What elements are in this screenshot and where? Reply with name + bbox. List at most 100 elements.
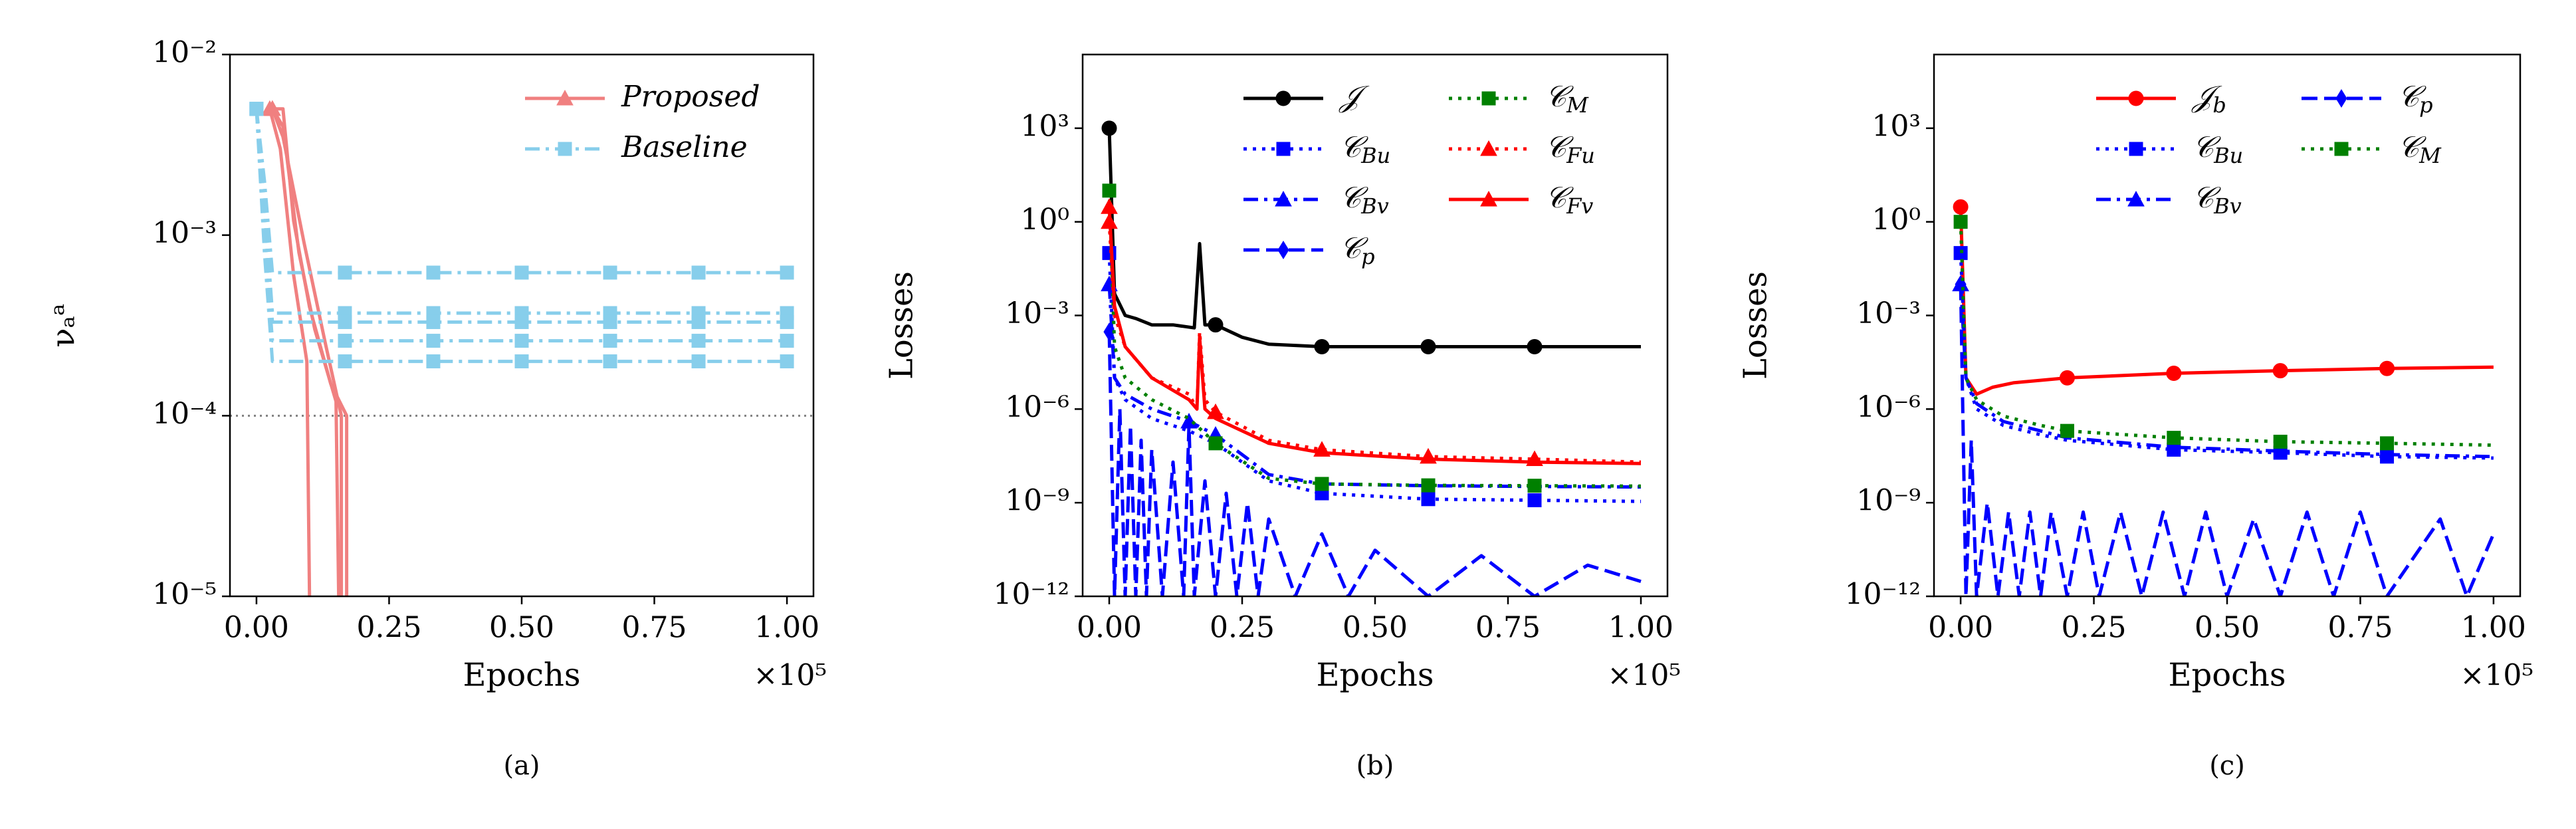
series-line	[255, 108, 788, 275]
legend-label: 𝒞Bu	[2193, 130, 2243, 168]
marker	[2379, 360, 2395, 376]
x-tick-label: 0.00	[1928, 611, 1993, 645]
plot-frame	[229, 53, 815, 598]
series-line	[255, 108, 788, 324]
legend-marker	[2127, 190, 2145, 207]
x-tick-label: 0.75	[622, 611, 687, 645]
series-line	[1959, 253, 2494, 460]
legend-subscript: Fu	[1566, 143, 1595, 168]
legend-marker	[1276, 142, 1291, 156]
marker	[1315, 477, 1329, 491]
legend-marker	[2128, 90, 2144, 106]
legend-label: 𝒞Bv	[2193, 181, 2242, 219]
legend-label: 𝒞p	[1340, 231, 1375, 269]
series-line	[1107, 332, 1642, 596]
marker	[603, 334, 617, 348]
marker	[2273, 434, 2288, 449]
series	[1101, 198, 1642, 465]
x-tick-label: 0.25	[2062, 611, 2127, 645]
series	[1102, 246, 1642, 507]
caption: (b)	[1356, 751, 1394, 781]
x-tick-label: 0.75	[1475, 611, 1541, 645]
series	[1955, 275, 2496, 596]
series-line	[268, 108, 312, 596]
y-tick-label: 10⁰	[1872, 203, 1921, 237]
x-offset-label: ×10⁵	[1608, 659, 1681, 693]
marker	[1527, 338, 1543, 354]
y-tick-label: 10⁻⁴	[152, 397, 217, 431]
marker	[514, 354, 529, 369]
marker	[1102, 183, 1117, 198]
x-tick-label: 1.00	[754, 611, 819, 645]
y-tick-label: 10⁻⁶	[1856, 390, 1921, 424]
y-axis-label: νₐᵃ	[45, 303, 82, 347]
marker	[603, 265, 617, 280]
marker	[2167, 442, 2181, 457]
marker	[338, 334, 352, 348]
y-tick-label: 10⁻³	[152, 216, 217, 250]
legend-subscript: Fv	[1566, 193, 1593, 219]
series-line	[1107, 190, 1642, 488]
marker	[691, 265, 706, 280]
y-tick-label: 10⁻³	[1005, 296, 1069, 330]
y-tick-label: 10⁰	[1020, 203, 1069, 237]
legend-marker	[2334, 142, 2349, 156]
series	[1102, 183, 1642, 493]
marker	[1527, 493, 1542, 507]
y-tick-label: 10⁻¹²	[1845, 578, 1921, 612]
legend-marker	[556, 89, 574, 106]
marker	[1421, 478, 1436, 493]
marker	[1420, 447, 1437, 464]
marker	[691, 354, 706, 369]
legend-subscript: Bu	[2213, 143, 2243, 168]
marker	[426, 334, 441, 348]
series-line	[1959, 207, 2494, 396]
legend-subscript: M	[1566, 92, 1589, 118]
marker	[780, 265, 794, 280]
y-tick-label: 10⁻¹²	[994, 578, 1070, 612]
caption: (a)	[503, 751, 540, 781]
legend-label: Baseline	[621, 130, 748, 164]
series-line	[1107, 128, 1641, 348]
legend-marker	[1481, 91, 1496, 106]
marker	[780, 314, 794, 329]
series-line	[255, 108, 788, 364]
marker	[780, 354, 794, 369]
legend-name: 𝒥	[1339, 80, 1370, 114]
legend-marker	[558, 142, 572, 156]
x-tick-label: 0.50	[489, 611, 554, 645]
legend-marker	[2335, 89, 2347, 108]
marker	[1208, 317, 1224, 333]
y-tick-label: 10³	[1020, 109, 1069, 143]
x-axis-label: Epochs	[2168, 657, 2286, 694]
marker	[514, 265, 529, 280]
y-axis-label: Losses	[1737, 271, 1774, 380]
y-tick-label: 10⁻²	[152, 36, 217, 70]
marker	[2380, 436, 2395, 451]
series-line	[1107, 253, 1642, 503]
marker	[2166, 366, 2182, 382]
y-tick-label: 10⁻⁹	[1856, 484, 1921, 518]
legend-marker	[1480, 190, 1497, 207]
legend-subscript: Bv	[1360, 193, 1389, 219]
series-line	[270, 108, 344, 596]
x-offset-label: ×10⁵	[754, 659, 827, 693]
legend: 𝒥 𝒞Bu 𝒞Bv 𝒞p 𝒞M 𝒞Fu 𝒞Fv	[1243, 80, 1595, 269]
y-axis-label: Losses	[883, 271, 920, 380]
marker	[780, 334, 794, 348]
subplot: 0.00 0.25 0.50 0.75 1.00 10⁻¹² 10⁻⁹ 10⁻⁶ 10⁻³ 10⁰…	[1737, 53, 2534, 781]
x-tick-label: 0.00	[224, 611, 289, 645]
marker	[1314, 338, 1330, 354]
legend-label: Proposed	[621, 80, 760, 114]
marker	[1420, 338, 1436, 354]
series	[249, 102, 794, 280]
y-tick-label: 10⁻³	[1856, 296, 1921, 330]
x-offset-label: ×10⁵	[2460, 659, 2534, 693]
legend-subscript: M	[2418, 143, 2442, 168]
marker	[1101, 120, 1117, 136]
legend-subscript: Bu	[1360, 143, 1390, 168]
legend: Proposed Baseline	[525, 80, 760, 164]
legend-subscript: Bv	[2213, 193, 2242, 219]
marker	[1421, 492, 1436, 507]
